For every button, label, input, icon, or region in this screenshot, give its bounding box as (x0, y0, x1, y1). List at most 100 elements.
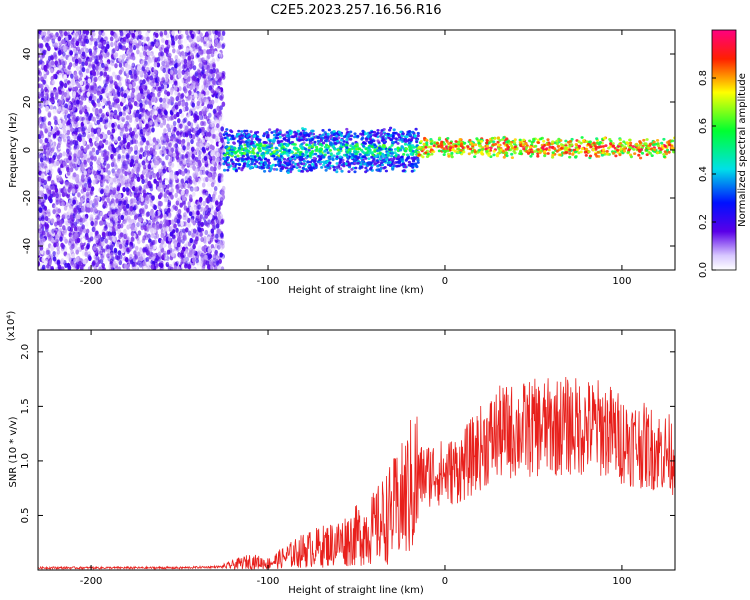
spectrogram-cell (68, 62, 73, 68)
spectrogram-cell (111, 89, 116, 95)
spectrogram-cell (43, 144, 47, 151)
spectrogram-cell (80, 244, 85, 250)
spectrogram-cell (117, 76, 122, 82)
spectrogram-cell (118, 69, 123, 75)
spectrogram-cell (182, 145, 186, 151)
spectrogram-cell (176, 111, 180, 118)
spectrogram-cell (215, 135, 219, 142)
spectrogram-cell (118, 176, 122, 182)
spectrogram-cell (60, 81, 65, 87)
spectrogram-cell (122, 53, 126, 60)
spectrogram-cell (75, 184, 79, 190)
spectrogram-cell (69, 167, 74, 173)
spectrogram-cell (79, 100, 83, 106)
spectrogram-cell (220, 266, 225, 270)
spectrogram-cell (99, 133, 104, 139)
spectrogram-cell (150, 264, 155, 270)
spectrogram-cell (207, 40, 212, 46)
spectrogram-cell (142, 128, 147, 134)
spectrogram-cell (156, 172, 160, 178)
spectrogram-cell (74, 127, 79, 133)
spectrogram-cell (200, 84, 205, 90)
spectrogram-cell (90, 186, 95, 192)
spectrogram-cell (155, 180, 160, 187)
spectrogram-cell (169, 89, 174, 95)
spectrogram-cell (130, 236, 135, 242)
spectrogram-cell (161, 239, 165, 245)
spectrogram-cell (151, 92, 156, 98)
spectrogram-cell (94, 178, 99, 184)
spectrogram-cell (219, 80, 223, 86)
spectrogram-cell (183, 73, 188, 80)
spectrogram-cell (112, 147, 117, 153)
spectrogram-cell (110, 252, 114, 258)
spectrogram-cell (180, 257, 185, 263)
spectrogram-cell (205, 260, 210, 266)
spectrogram-cell (82, 72, 87, 78)
spectrogram-cell (79, 72, 84, 78)
spectrogram-cell (151, 195, 155, 201)
spectrogram-cell (167, 236, 172, 242)
spectrogram-cell (80, 174, 85, 180)
spectrogram-cell (76, 191, 81, 198)
spectrogram-cell (168, 166, 172, 172)
spectrogram-cell (125, 132, 129, 139)
spectrogram-cell (192, 65, 197, 71)
spectrogram-cell (119, 30, 124, 37)
spectrogram-cell (162, 120, 167, 126)
spectrogram-cell (180, 93, 184, 99)
spectrogram-cell (160, 51, 164, 57)
spectrogram-cell (50, 157, 55, 163)
spectrogram-cell (72, 47, 77, 53)
spectrogram-cell (176, 242, 181, 248)
spectrogram-cell (214, 249, 218, 255)
spectrogram-cell (52, 209, 56, 215)
spectrogram-cell (180, 221, 184, 227)
spectrogram-cell (73, 150, 78, 156)
spectrogram-cell (144, 204, 148, 210)
spectrogram-cell (107, 129, 111, 136)
spectrogram-cell (136, 176, 141, 182)
spectrogram-cell (150, 233, 155, 239)
spectrogram-cell (75, 80, 79, 86)
spectrogram-cell (166, 123, 170, 129)
spectrogram-cell (218, 201, 222, 207)
spectrogram-cell (79, 80, 84, 86)
spectrogram-cell (160, 84, 165, 90)
spectrogram-cell (99, 94, 103, 100)
spectrogram-cell (181, 69, 185, 75)
spectrogram-cell (116, 186, 121, 192)
spectrogram-cell (113, 33, 118, 39)
spectrogram-cell (65, 180, 69, 186)
spectrogram-cell (90, 131, 95, 137)
spectrogram-cell (155, 32, 159, 38)
spectrogram-cell (209, 202, 213, 208)
spectrogram-cell (164, 180, 169, 186)
spectrogram-cell (165, 68, 169, 74)
spectrogram-cell (221, 30, 226, 36)
spectrogram-cell (152, 136, 157, 143)
spectrogram-cell (110, 41, 114, 48)
spectrogram-cell (94, 230, 99, 237)
spectrogram-cell (189, 108, 193, 114)
spectrogram-cell (163, 128, 167, 134)
spectrogram-cell (162, 97, 167, 103)
spectrogram-cell (76, 237, 81, 243)
spectrogram-cell (98, 76, 102, 83)
spectrogram-cell (146, 36, 150, 42)
spectrogram-cell (123, 93, 127, 99)
spectrogram-cell (189, 206, 194, 212)
spectrogram-cell (159, 262, 164, 268)
spectrogram-cell (192, 244, 196, 250)
spectrogram-cell (96, 119, 101, 125)
spectrogram-cell (191, 257, 196, 263)
spectrogram-cell (137, 260, 141, 266)
spectrogram-cell (207, 247, 212, 253)
spectrogram-cell (56, 216, 60, 222)
spectrogram-cell (81, 126, 86, 132)
spectrogram-cell (127, 64, 131, 70)
spectrogram-cell (128, 83, 133, 90)
spectrogram-cell (159, 182, 163, 188)
spectrogram-cell (50, 60, 55, 66)
spectrogram-cell (121, 116, 125, 123)
